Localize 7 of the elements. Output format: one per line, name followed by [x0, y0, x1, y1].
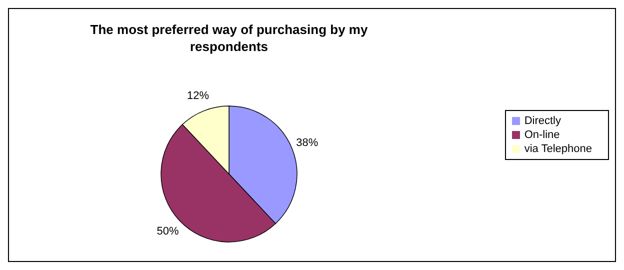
data-label: 50%: [156, 226, 179, 238]
legend-label: On-line: [524, 129, 560, 141]
chart-title: The most preferred way of purchasing by my respondents: [89, 21, 369, 55]
data-label: 38%: [296, 137, 318, 150]
data-label: 12%: [187, 90, 210, 102]
legend-label: via Telephone: [524, 143, 592, 155]
legend-label: Directly: [524, 115, 561, 127]
